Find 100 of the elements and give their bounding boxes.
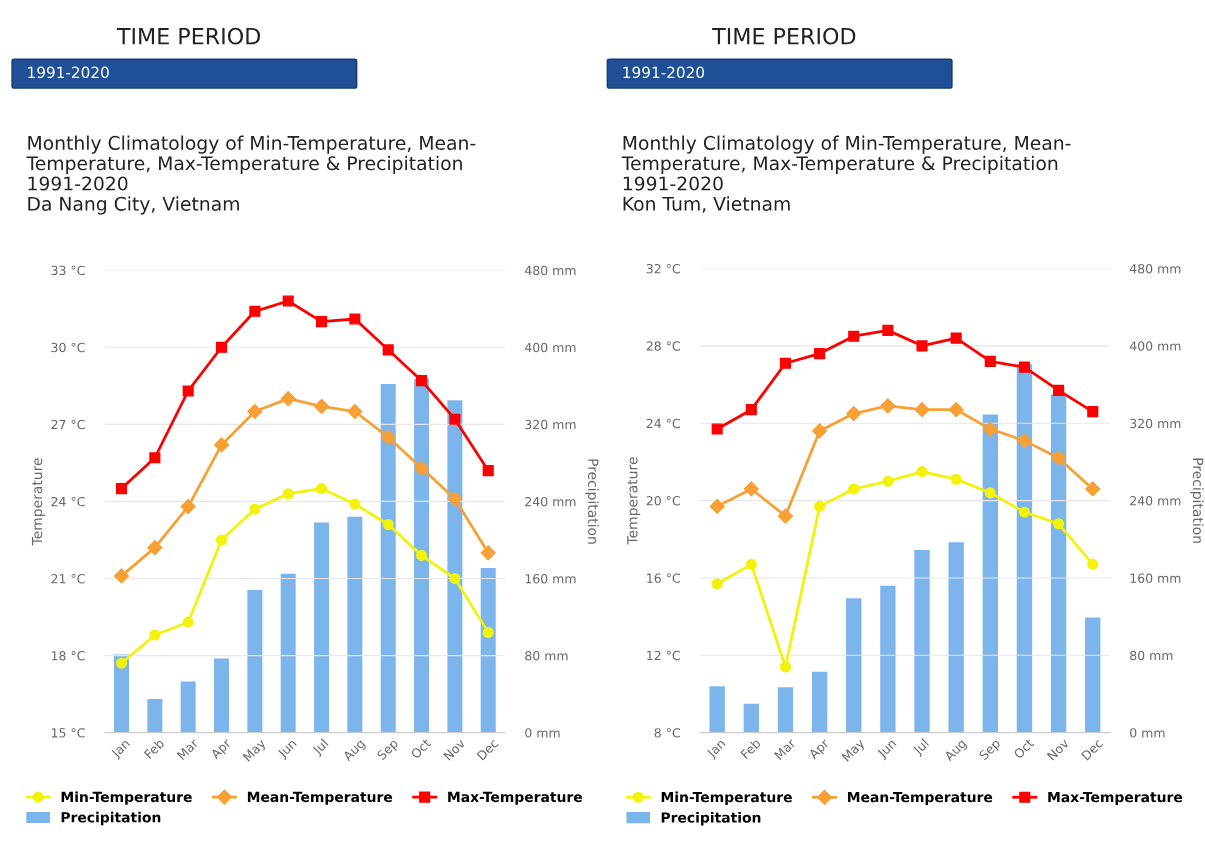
point [447,491,463,507]
point [315,316,328,328]
y2-tick-label: 240 mm [525,496,576,507]
x-tick-label: Oct [410,737,432,760]
y2-tick-label: 80 mm [525,651,568,661]
x-tick-label: Aug [943,738,969,764]
y2-tick-label: 480 mm [524,265,576,276]
point [347,403,363,420]
chart-title: Monthly Climatology of Min-Temperature, Mean- Temperature, Max-Temperature & Precipitation 1991-2020 [621,135,1071,191]
point [215,341,228,353]
point [315,483,328,495]
legend-label: Max-Temperature [1048,792,1183,806]
point [1051,450,1067,466]
point [180,498,196,515]
point [711,578,723,590]
x-tick-label: Nov [443,738,466,761]
point [846,405,862,422]
point [415,549,428,561]
x-tick-label: Sep [376,738,401,763]
x-tick-label: Jun [876,738,899,761]
point [777,508,794,524]
point [1085,481,1101,497]
x-tick-label: Sep [978,738,1003,763]
point [745,558,757,570]
bar [811,671,828,733]
y-tick-label: 32 °C [646,263,680,274]
point [282,295,294,307]
y-tick-label: 30 °C [51,342,85,353]
point [449,413,461,425]
y2-tick-label: 0 mm [1130,728,1165,738]
point [779,357,792,369]
x-tick-label: Apr [209,737,234,762]
y2-tick-label: 480 mm [1129,263,1181,274]
legend-label: Max-Temperature [448,791,583,805]
bar [447,400,463,733]
x-tick-label: Mar [773,737,797,761]
y-axis-title: Temperature [627,457,641,545]
text: 1991-2020 [623,66,705,79]
point [215,534,228,546]
point [249,305,261,317]
point [249,503,261,515]
bar [948,542,964,733]
point [213,437,230,453]
point [182,385,194,397]
point [916,340,928,352]
x-tick-label: Feb [143,738,165,760]
bar [1085,617,1101,733]
point [711,423,723,435]
point [1087,558,1099,570]
chart-subtitle: Da Nang City, Vietnam [28,196,239,215]
y-tick-label: 15 °C [51,728,85,738]
point [482,626,494,639]
x-tick-label: Jan [705,738,728,761]
x-tick-label: Nov [1046,738,1070,761]
bar [982,414,998,733]
y-tick-label: 18 °C [51,651,85,661]
bar [214,658,230,733]
chart-title: Monthly Climatology of Min-Temperature, Mean- Temperature, Max-Temperature & Precipitation 1991-2020 [26,135,476,191]
x-tick-label: Jan [110,738,132,761]
point [848,330,860,342]
y-axis-title: Temperature [31,458,45,546]
y2-tick-label: 160 mm [525,573,576,584]
x-tick-label: Jul [311,738,331,758]
y-tick-label: 24 °C [646,418,680,429]
point [349,498,361,510]
chart-subtitle: Kon Tum, Vietnam [623,196,790,213]
y-tick-label: 24 °C [51,496,85,507]
bar [180,681,196,733]
point [1053,518,1065,530]
y-tick-label: 33 °C [51,265,85,276]
y-tick-label: 20 °C [646,496,680,506]
point [914,402,930,418]
y2-tick-label: 320 mm [525,419,576,430]
legend-label: Mean-Temperature [247,791,393,805]
bar [1050,394,1067,733]
point [182,616,194,628]
point [848,483,860,495]
x-tick-label: Jul [911,738,931,758]
y-tick-label: 8 °C [654,728,680,738]
x-tick-label: Aug [342,738,367,764]
point [950,473,962,485]
text: TIME PERIOD [116,27,261,45]
bar [347,516,363,733]
point [948,402,964,418]
point [814,348,826,360]
point [812,423,828,439]
bar [147,698,163,733]
bar [880,585,896,733]
y2-tick-label: 0 mm [525,728,560,738]
bar [846,598,862,733]
point [743,481,759,497]
point [480,545,496,561]
y-tick-label: 12 °C [647,650,680,661]
text: TIME PERIOD [712,27,856,45]
point [149,452,161,464]
y-tick-label: 28 °C [646,341,680,351]
bar [777,687,794,733]
x-tick-label: Apr [808,737,832,762]
point [115,657,128,669]
bar [480,567,496,733]
